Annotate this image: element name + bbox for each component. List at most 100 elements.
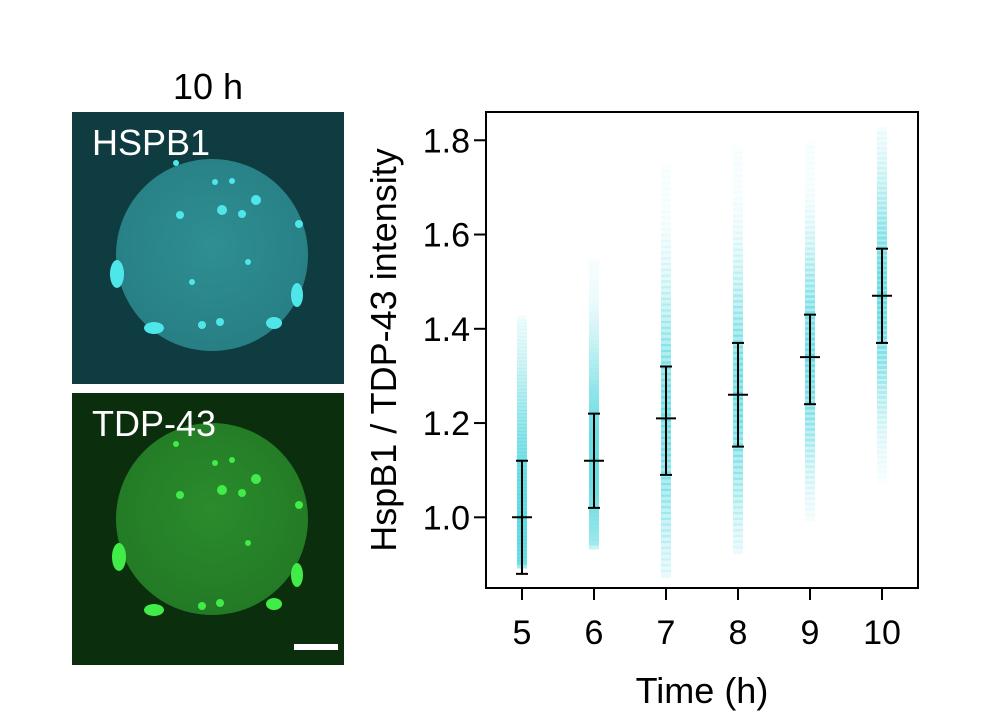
data-point: [733, 260, 743, 269]
data-point: [733, 471, 743, 480]
data-point: [589, 315, 599, 324]
data-point: [877, 131, 887, 140]
data-point: [517, 315, 527, 324]
data-point: [877, 370, 887, 379]
data-point: [589, 388, 599, 397]
data-point: [805, 289, 815, 298]
data-point: [733, 517, 743, 526]
data-point: [733, 328, 743, 337]
errorbar-layer: [512, 247, 892, 575]
data-point: [877, 351, 887, 360]
data-point: [733, 237, 743, 246]
data-point: [661, 349, 671, 358]
data-point: [517, 367, 527, 376]
data-point: [805, 460, 815, 469]
data-point: [805, 194, 815, 203]
data-point: [805, 481, 815, 490]
data-point: [733, 231, 743, 240]
data-point: [589, 380, 599, 388]
data-point: [733, 317, 743, 326]
tdp43-label: TDP-43: [92, 403, 217, 444]
data-point: [517, 329, 527, 338]
data-point: [661, 506, 671, 515]
data-point: [517, 374, 527, 383]
data-point: [589, 371, 599, 380]
data-point: [877, 241, 887, 250]
data-point: [589, 299, 599, 308]
data-point: [589, 533, 599, 542]
data-point: [805, 231, 815, 240]
data-point: [877, 146, 887, 155]
data-point: [589, 351, 599, 360]
data-point: [661, 268, 671, 277]
data-point: [733, 265, 743, 274]
data-point: [733, 483, 743, 492]
data-point: [589, 367, 599, 376]
data-point: [589, 517, 599, 526]
data-point: [733, 254, 743, 263]
data-point: [661, 477, 671, 486]
data-point: [517, 416, 527, 425]
data-point: [733, 288, 743, 297]
data-point: [877, 435, 887, 444]
data-point: [877, 445, 887, 454]
data-point: [661, 228, 671, 237]
data-point: [805, 252, 815, 261]
data-point: [877, 201, 887, 210]
data-point: [517, 378, 527, 387]
data-point: [877, 166, 887, 175]
data-point: [877, 136, 887, 145]
data-point: [517, 451, 527, 460]
scale-bar: [294, 644, 338, 650]
data-point: [661, 326, 671, 335]
data-point: [589, 404, 599, 413]
axes-layer: 1.0 1.2 1.4 1.6 1.8 5 6 7 8 9 10: [423, 122, 901, 652]
data-point: [517, 437, 527, 446]
data-point: [733, 540, 743, 549]
data-point: [805, 247, 815, 256]
data-point: [733, 300, 743, 309]
x-tick-label-5: 10: [863, 614, 901, 652]
data-point: [589, 509, 599, 518]
data-point: [517, 325, 527, 334]
data-point: [877, 356, 887, 365]
data-point: [661, 320, 671, 329]
data-point: [733, 323, 743, 332]
data-point: [805, 242, 815, 251]
data-point: [661, 332, 671, 341]
data-point: [733, 208, 743, 217]
data-point: [805, 295, 815, 304]
data-point: [733, 494, 743, 503]
data-point: [805, 417, 815, 426]
plot-frame: [485, 111, 919, 589]
data-point: [877, 430, 887, 439]
x-tick-label-0: 5: [513, 614, 532, 652]
data-point: [877, 405, 887, 414]
data-point: [517, 385, 527, 394]
data-point: [589, 392, 599, 401]
data-point: [805, 210, 815, 219]
x-tick-label-1: 6: [585, 614, 604, 652]
data-point: [877, 211, 887, 220]
y-axis-label: HspB1 / TDP-43 intensity: [363, 148, 404, 552]
data-point: [805, 513, 815, 522]
data-point: [661, 529, 671, 538]
data-point: [805, 428, 815, 437]
data-point: [805, 433, 815, 442]
data-point: [877, 196, 887, 205]
data-point: [589, 319, 599, 328]
data-point: [661, 540, 671, 549]
data-point: [805, 300, 815, 309]
data-point: [589, 521, 599, 530]
data-point: [589, 291, 599, 300]
data-point: [877, 191, 887, 200]
data-point: [517, 392, 527, 401]
data-point: [805, 268, 815, 277]
y-tick-label-0: 1.0: [423, 499, 470, 537]
data-point: [805, 273, 815, 282]
data-point: [733, 477, 743, 486]
hspb1-micrograph: HSPB1: [72, 112, 344, 384]
data-point: [661, 315, 671, 324]
data-point: [877, 415, 887, 424]
